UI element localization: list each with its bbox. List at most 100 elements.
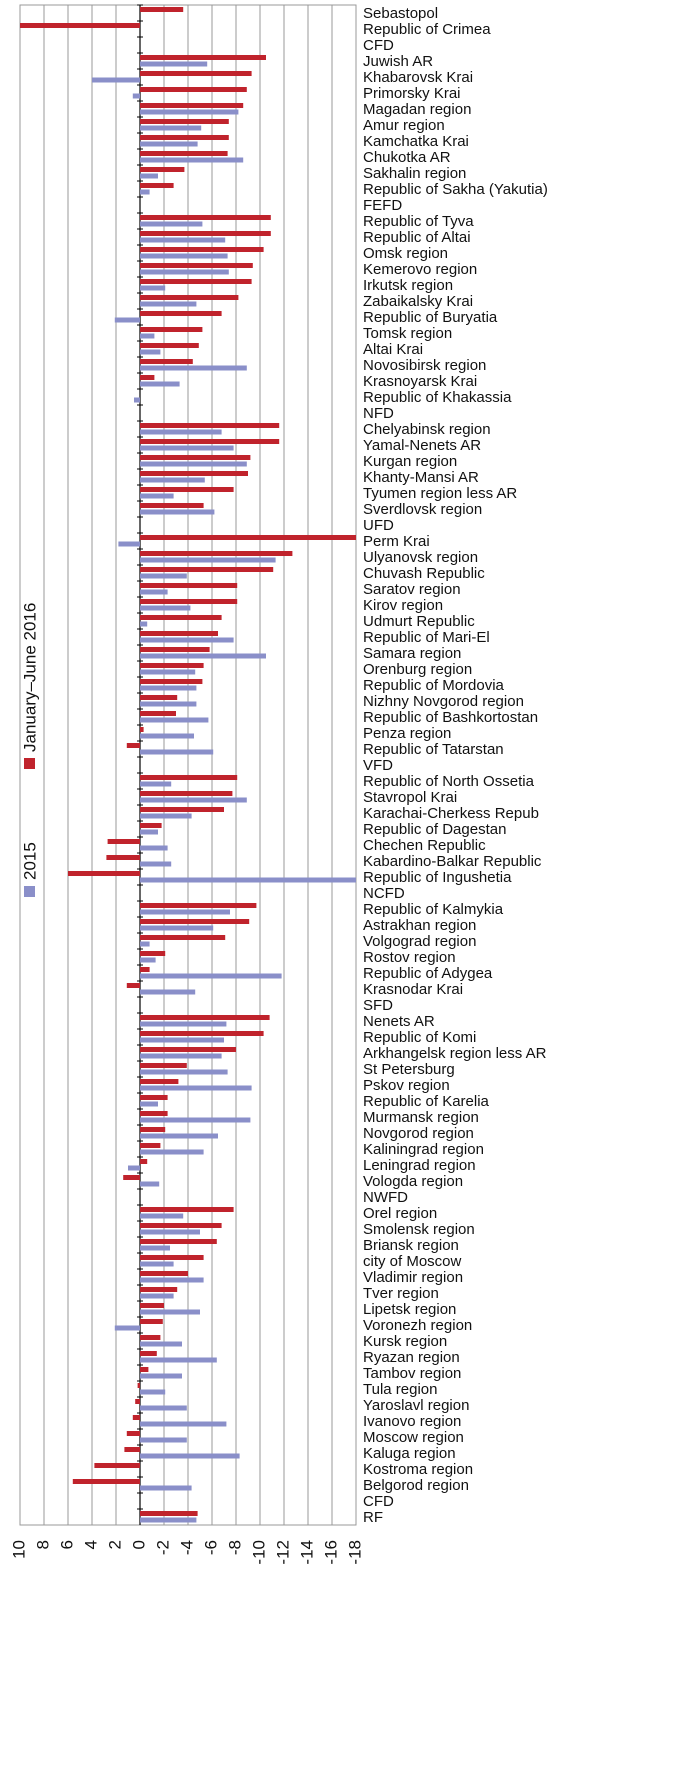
bar: [140, 269, 229, 275]
x-tick-label: 0: [129, 1540, 148, 1549]
bar: [140, 301, 197, 307]
category-label: Irkutsk region: [363, 277, 453, 294]
bar: [107, 839, 140, 844]
category-label: Amur region: [363, 117, 445, 134]
category-label: Astrakhan region: [363, 917, 476, 934]
category-label: Kurgan region: [363, 453, 457, 470]
category-label: Republic of Bashkortostan: [363, 709, 538, 726]
category-label: Novosibirsk region: [363, 357, 486, 374]
bar: [140, 1511, 198, 1516]
category-label: Voronezh region: [363, 1317, 472, 1334]
bar: [140, 343, 199, 348]
x-tick-label: -10: [249, 1540, 268, 1565]
bar: [140, 1485, 192, 1491]
bar: [140, 1037, 224, 1043]
bar: [140, 1277, 204, 1283]
bar: [140, 861, 172, 867]
category-label: Nizhny Novgorod region: [363, 693, 524, 710]
bar: [140, 733, 194, 739]
category-label: Sakhalin region: [363, 165, 466, 182]
category-label: St Petersburg: [363, 1061, 455, 1078]
category-label: Perm Krai: [363, 533, 430, 550]
bar: [140, 791, 233, 796]
bar: [140, 637, 234, 643]
category-label: Republic of Adygea: [363, 965, 493, 982]
bar: [140, 685, 197, 691]
bar: [140, 1085, 252, 1091]
bar: [68, 871, 140, 876]
legend-swatch: [24, 886, 35, 897]
bar: [118, 541, 140, 547]
bar: [140, 941, 150, 947]
bar: [134, 397, 140, 403]
category-label: Khabarovsk Krai: [363, 69, 473, 86]
bar: [140, 1357, 217, 1363]
bar: [140, 1309, 200, 1315]
category-label: Saratov region: [363, 581, 461, 598]
category-label: Republic of Ingushetia: [363, 869, 512, 886]
bar: [140, 1133, 218, 1139]
category-label: Tyumen region less AR: [363, 485, 517, 502]
bar: [140, 1207, 234, 1212]
bar: [140, 1367, 149, 1372]
bar: [140, 237, 226, 243]
bar: [140, 215, 271, 220]
category-label: Omsk region: [363, 245, 448, 262]
bar: [140, 1159, 148, 1164]
bar: [140, 503, 204, 508]
bar: [140, 1149, 204, 1155]
bar: [140, 55, 266, 60]
x-tick-label: 2: [105, 1540, 124, 1549]
category-label: Udmurt Republic: [363, 613, 475, 630]
bar: [140, 1031, 264, 1036]
plot-frame: [19, 4, 357, 1526]
category-label: UFD: [363, 517, 394, 534]
bar: [140, 589, 168, 595]
category-label: Kursk region: [363, 1333, 447, 1350]
category-label: Republic of Sakha (Yakutia): [363, 181, 548, 198]
bar: [140, 487, 234, 492]
category-label: Chukotka AR: [363, 149, 451, 166]
x-tick-label: 8: [33, 1540, 52, 1549]
bar: [140, 333, 155, 339]
bar: [140, 151, 228, 156]
category-label: SFD: [363, 997, 393, 1014]
category-label: Orenburg region: [363, 661, 472, 678]
category-label: Republic of Kalmykia: [363, 901, 504, 918]
bar: [140, 1229, 200, 1235]
category-label: Yamal-Nenets AR: [363, 437, 481, 454]
bar: [140, 621, 148, 627]
x-tick-label: -4: [177, 1540, 196, 1555]
bar: [140, 141, 198, 147]
bar: [140, 87, 247, 92]
legend-swatch: [24, 758, 35, 769]
category-label: Republic of Komi: [363, 1029, 476, 1046]
bar: [140, 1341, 182, 1347]
bar: [140, 1351, 157, 1356]
category-label: Kirov region: [363, 597, 443, 614]
bar: [140, 1255, 204, 1260]
bar: [140, 727, 144, 732]
bar: [140, 327, 203, 332]
category-label: Smolensk region: [363, 1221, 475, 1238]
category-label: Nenets AR: [363, 1013, 435, 1030]
bar: [140, 1421, 227, 1427]
bar: [140, 1239, 217, 1244]
category-label: Belgorod region: [363, 1477, 469, 1494]
category-label: Vladimir region: [363, 1269, 463, 1286]
bar: [140, 1303, 164, 1308]
category-label: Tula region: [363, 1381, 438, 1398]
bar: [140, 189, 150, 195]
category-label: Juwish AR: [363, 53, 433, 70]
category-label: Kemerovo region: [363, 261, 477, 278]
bar: [140, 365, 247, 371]
bar: [135, 1399, 140, 1404]
category-label: Rostov region: [363, 949, 456, 966]
bar: [140, 1079, 179, 1084]
legend-label: 2015: [20, 842, 39, 880]
x-tick-label: -16: [321, 1540, 340, 1565]
bar: [140, 125, 202, 131]
bar: [140, 109, 239, 115]
bar: [140, 1271, 188, 1276]
category-label: Kaluga region: [363, 1445, 456, 1462]
